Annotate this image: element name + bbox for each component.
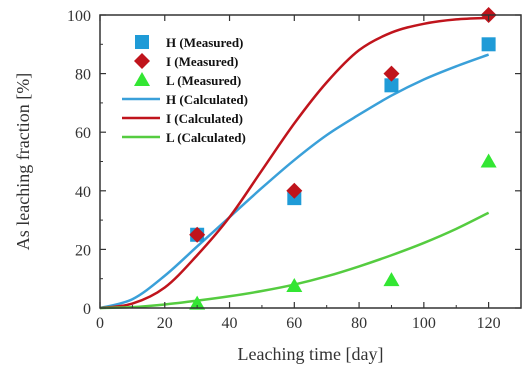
data-point-l-measured bbox=[383, 272, 400, 287]
x-axis-ticks: 0 20 40 60 80 100 120 bbox=[96, 15, 501, 332]
legend-label: I (Measured) bbox=[166, 54, 238, 69]
x-tick-label: 120 bbox=[477, 315, 501, 332]
data-point-h-measured bbox=[481, 37, 496, 52]
y-tick-label: 0 bbox=[83, 301, 91, 318]
y-axis-ticks: 0 20 40 60 80 100 bbox=[67, 8, 521, 318]
legend-label: I (Calculated) bbox=[166, 111, 243, 126]
plot-frame bbox=[99, 14, 522, 309]
series-line-l-calculated bbox=[99, 211, 490, 310]
legend-label: L (Measured) bbox=[166, 73, 241, 88]
y-tick-label: 60 bbox=[75, 125, 91, 142]
y-tick-label: 100 bbox=[67, 8, 91, 25]
legend-item-i-calculated: I (Calculated) bbox=[122, 111, 243, 126]
x-tick-label: 60 bbox=[286, 315, 302, 332]
legend-item-h-measured: H (Measured) bbox=[135, 35, 243, 50]
data-point-l-measured bbox=[189, 295, 206, 310]
x-tick-label: 80 bbox=[351, 315, 367, 332]
y-tick-label: 20 bbox=[75, 242, 91, 259]
x-axis-title: Leaching time [day] bbox=[238, 344, 384, 364]
legend-item-l-calculated: L (Calculated) bbox=[122, 130, 246, 145]
plot-lines bbox=[99, 16, 490, 310]
y-axis-title: As leaching fraction [%] bbox=[13, 73, 33, 250]
legend-swatch bbox=[134, 72, 150, 86]
legend-label: H (Calculated) bbox=[166, 92, 248, 107]
x-tick-label: 0 bbox=[96, 315, 104, 332]
legend-label: H (Measured) bbox=[166, 35, 243, 50]
legend-swatch bbox=[134, 53, 150, 69]
legend-item-l-measured: L (Measured) bbox=[134, 72, 241, 88]
x-tick-label: 20 bbox=[157, 315, 173, 332]
legend-label: L (Calculated) bbox=[166, 130, 246, 145]
data-point-i-measured bbox=[286, 182, 303, 199]
series-line-i-calculated bbox=[99, 16, 489, 310]
y-tick-label: 40 bbox=[75, 184, 91, 201]
data-point-i-measured bbox=[383, 65, 400, 82]
data-point-l-measured bbox=[286, 278, 303, 293]
data-point-l-measured bbox=[480, 153, 497, 168]
legend-item-h-calculated: H (Calculated) bbox=[122, 92, 248, 107]
y-tick-label: 80 bbox=[75, 67, 91, 84]
series-line-h-calculated bbox=[99, 53, 490, 310]
legend: H (Measured) I (Measured) L (Measured) H (C… bbox=[122, 35, 248, 145]
data-point-i-measured bbox=[189, 226, 206, 243]
legend-item-i-measured: I (Measured) bbox=[134, 53, 238, 69]
data-point-h-measured bbox=[384, 78, 399, 93]
legend-swatch bbox=[135, 35, 149, 49]
x-tick-label: 40 bbox=[222, 315, 238, 332]
plot-markers bbox=[189, 7, 497, 310]
x-tick-label: 100 bbox=[412, 315, 436, 332]
